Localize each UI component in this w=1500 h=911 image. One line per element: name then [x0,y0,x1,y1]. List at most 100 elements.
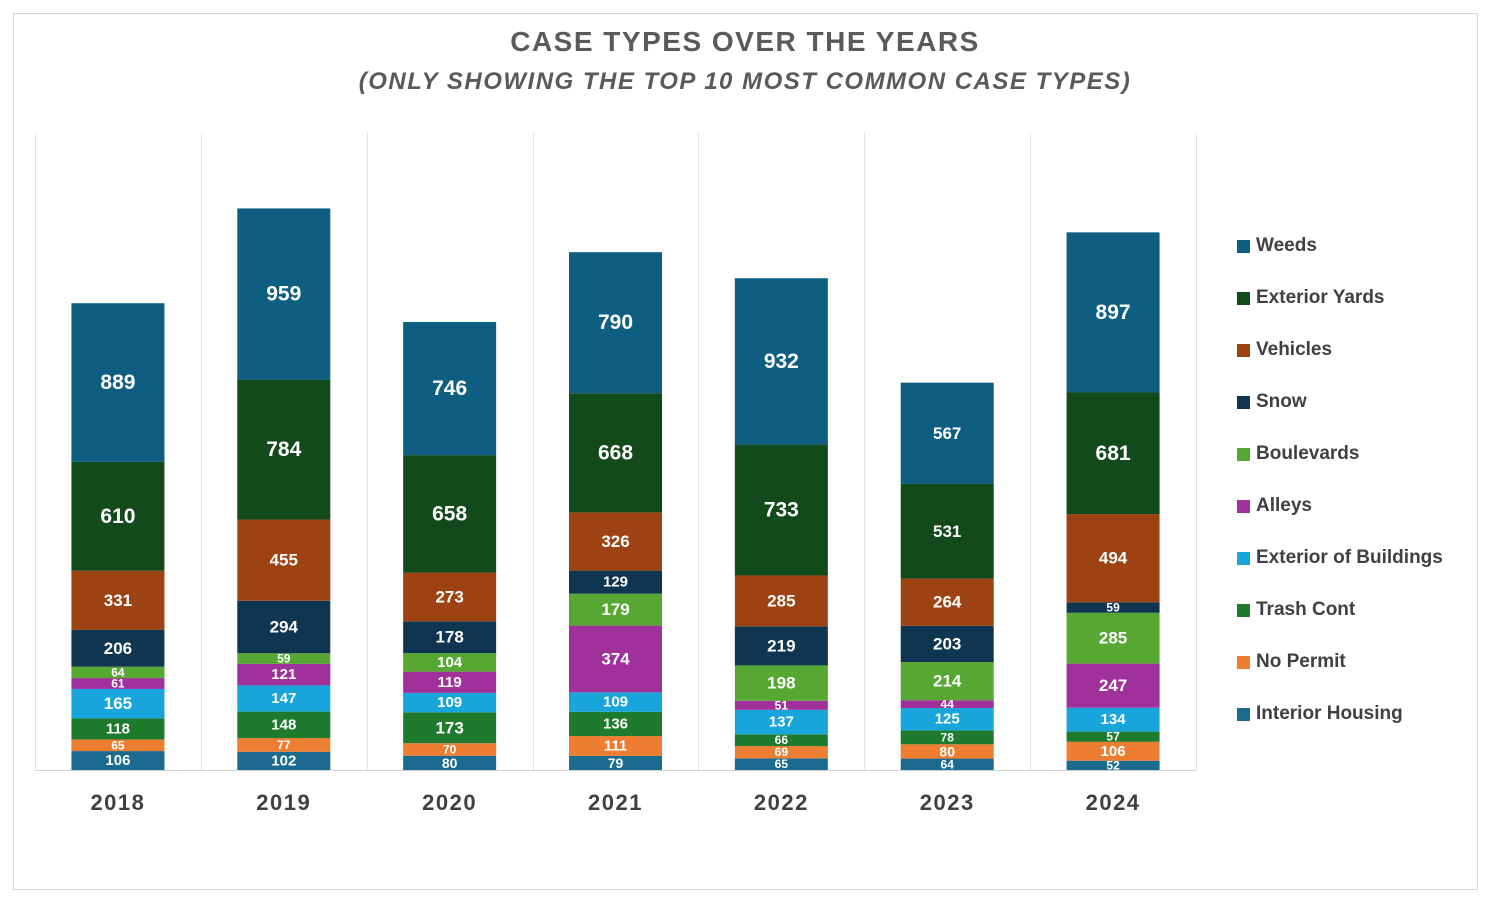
data-label: 247 [1099,676,1127,695]
data-label: 66 [775,733,789,747]
data-label: 494 [1099,549,1128,568]
data-label: 733 [764,499,799,522]
legend-swatch [1237,395,1250,409]
bar-trash-cont-2020 [403,712,497,744]
data-label: 374 [601,649,630,668]
legend-item: Exterior of Buildings [1237,532,1487,584]
bar-trash-cont-2023 [900,730,994,745]
data-label: 219 [767,636,795,655]
data-label: 681 [1096,442,1131,465]
bar-exterior-of-buildings-2022 [734,709,828,735]
data-label: 897 [1096,301,1131,324]
legend-item: Trash Cont [1237,584,1487,636]
bar-no-permit-2023 [900,744,994,759]
data-label: 109 [437,694,462,711]
data-label: 273 [435,587,463,606]
bar-no-permit-2019 [237,738,331,752]
bar-exterior-yards-2024 [1066,392,1160,515]
bar-no-permit-2020 [403,743,497,756]
bar-no-permit-2021 [569,736,662,756]
legend-item: Interior Housing [1237,688,1487,740]
data-label: 264 [933,593,962,612]
data-label: 65 [111,738,125,752]
data-label: 173 [435,718,463,737]
data-label: 610 [100,505,135,528]
bar-exterior-of-buildings-2018 [71,688,165,719]
data-label: 790 [598,311,633,334]
bar-vehicles-2018 [71,570,165,630]
legend-swatch [1237,655,1250,669]
legend-label: No Permit [1256,651,1346,672]
data-label: 326 [601,532,629,551]
data-label: 455 [270,551,298,570]
legend-swatch [1237,239,1250,253]
bar-boulevards-2023 [900,662,994,701]
data-label: 784 [266,438,301,461]
bar-vehicles-2021 [569,512,662,571]
bar-boulevards-2020 [403,653,497,672]
x-tick-label: 2023 [920,790,975,815]
data-label: 959 [266,283,301,306]
data-label: 125 [935,711,960,728]
bar-no-permit-2018 [71,739,165,752]
data-label: 889 [100,371,135,394]
bar-interior-housing-2024 [1066,760,1160,770]
bar-no-permit-2022 [734,746,828,759]
x-tick-label: 2024 [1086,790,1141,815]
bar-exterior-yards-2018 [71,461,165,571]
legend-item: Boulevards [1237,428,1487,480]
bar-trash-cont-2019 [237,711,331,739]
bar-boulevards-2022 [734,665,828,701]
bar-alleys-2023 [900,700,994,709]
data-label: 932 [764,350,799,373]
x-tick-label: 2021 [588,790,643,815]
data-label: 203 [933,634,961,653]
data-label: 136 [603,715,628,732]
legend-label: Vehicles [1256,339,1333,360]
legend-swatch [1237,707,1250,721]
data-label: 118 [106,720,130,737]
bar-interior-housing-2023 [900,758,994,770]
bar-weeds-2022 [734,278,828,445]
bar-alleys-2022 [734,700,828,710]
bar-boulevards-2018 [71,666,165,679]
legend-label: Snow [1256,391,1307,412]
data-label: 294 [270,618,299,637]
bar-snow-2020 [403,621,497,654]
legend-label: Exterior of Buildings [1256,547,1443,568]
legend-label: Weeds [1256,235,1317,256]
bar-weeds-2023 [900,382,994,484]
bar-weeds-2021 [569,252,662,394]
data-label: 121 [271,666,296,683]
data-label: 44 [941,697,955,711]
bar-trash-cont-2021 [569,711,662,737]
data-label: 119 [438,674,462,691]
data-label: 285 [767,591,795,610]
legend-swatch [1237,291,1250,305]
data-label: 64 [941,757,955,771]
data-label: 77 [277,738,291,752]
bar-weeds-2019 [237,208,331,380]
bar-boulevards-2021 [569,593,662,626]
bar-exterior-yards-2020 [403,455,497,573]
bar-snow-2022 [734,626,828,666]
bar-interior-housing-2020 [403,755,497,770]
bar-interior-housing-2018 [71,751,165,770]
data-label: 57 [1106,730,1120,744]
data-label: 80 [442,755,458,771]
legend-swatch [1237,447,1250,461]
bar-alleys-2018 [71,678,165,689]
legend-item: Vehicles [1237,324,1487,376]
bar-exterior-yards-2022 [734,444,828,576]
legend-item: Snow [1237,376,1487,428]
bar-snow-2019 [237,600,331,654]
bar-exterior-of-buildings-2019 [237,685,331,712]
bar-trash-cont-2024 [1066,731,1160,742]
data-label: 70 [443,742,457,756]
legend-label: Trash Cont [1256,599,1356,620]
bar-snow-2021 [569,570,662,594]
data-label: 59 [277,652,291,666]
x-tick-label: 2020 [422,790,477,815]
bar-snow-2024 [1066,602,1160,613]
bar-no-permit-2024 [1066,741,1160,761]
